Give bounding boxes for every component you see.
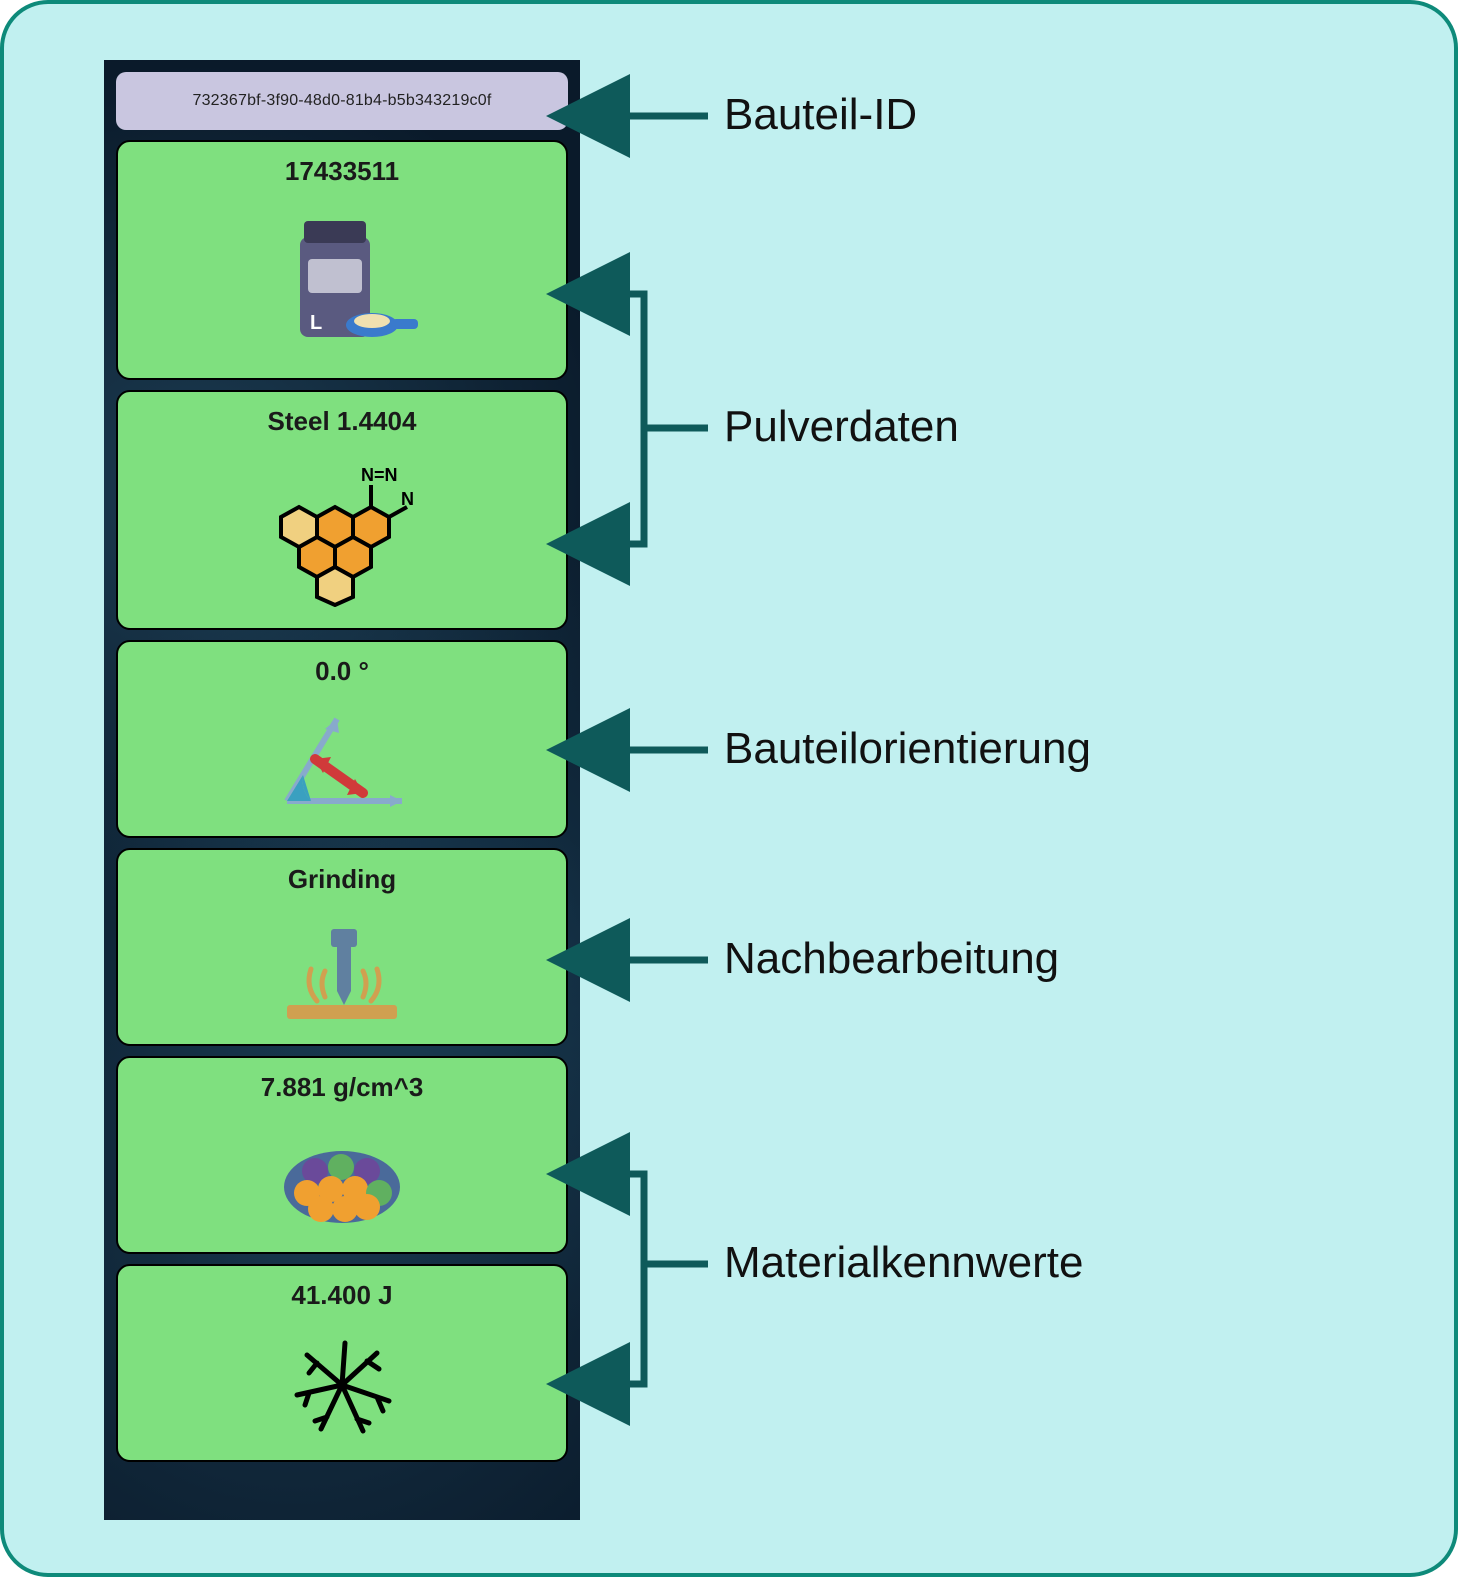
- svg-text:N: N: [401, 489, 414, 509]
- svg-text:N=N: N=N: [361, 465, 398, 485]
- crack-icon: [118, 1317, 566, 1452]
- card-postprocessing: Grinding: [116, 848, 568, 1046]
- card-title: 41.400 J: [291, 1280, 392, 1311]
- label-pulverdaten: Pulverdaten: [724, 402, 959, 452]
- card-orientation: 0.0 °: [116, 640, 568, 838]
- density-icon: [118, 1109, 566, 1244]
- diagram-canvas: 732367bf-3f90-48d0-81b4-b5b343219c0f 174…: [0, 0, 1458, 1577]
- molecule-icon: N=N N: [118, 443, 566, 620]
- bauteil-id-bar: 732367bf-3f90-48d0-81b4-b5b343219c0f: [116, 72, 568, 130]
- card-title: 7.881 g/cm^3: [261, 1072, 424, 1103]
- card-title: 0.0 °: [315, 656, 369, 687]
- phone-mockup: 732367bf-3f90-48d0-81b4-b5b343219c0f 174…: [104, 60, 580, 1520]
- svg-text:L: L: [310, 312, 322, 334]
- label-bauteil-id: Bauteil-ID: [724, 90, 917, 140]
- angle-icon: [118, 693, 566, 828]
- card-title: Steel 1.4404: [268, 406, 417, 437]
- grinding-icon: [118, 901, 566, 1036]
- label-bauteilorientierung: Bauteilorientierung: [724, 724, 1091, 774]
- label-nachbearbeitung: Nachbearbeitung: [724, 934, 1059, 984]
- card-material: Steel 1.4404 N=N: [116, 390, 568, 630]
- label-materialkennwerte: Materialkennwerte: [724, 1238, 1084, 1288]
- card-impact: 41.400 J: [116, 1264, 568, 1462]
- card-powder-number: 17433511 L: [116, 140, 568, 380]
- bauteil-id-text: 732367bf-3f90-48d0-81b4-b5b343219c0f: [192, 92, 491, 110]
- card-title: Grinding: [288, 864, 396, 895]
- powder-jar-icon: L: [118, 193, 566, 370]
- card-title: 17433511: [285, 156, 399, 187]
- card-density: 7.881 g/cm^3: [116, 1056, 568, 1254]
